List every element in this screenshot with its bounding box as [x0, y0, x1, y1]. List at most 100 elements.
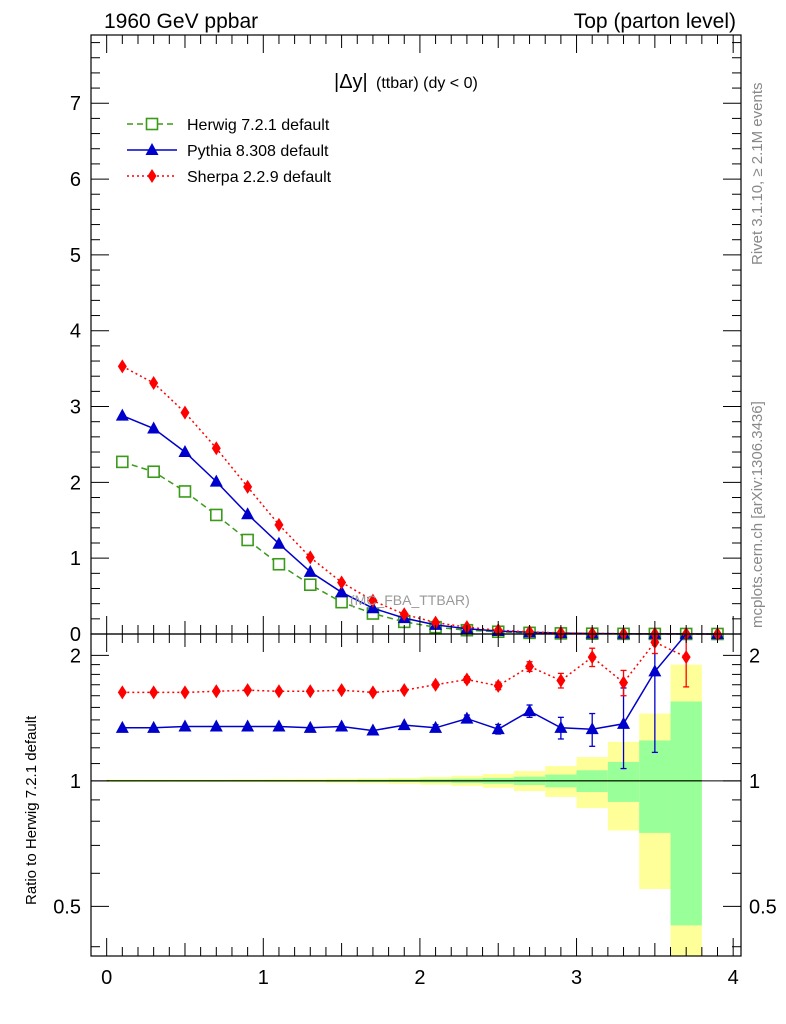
- pythia-point: [115, 408, 129, 421]
- ratio-y-tick-label-right: 1: [749, 771, 760, 793]
- sherpa-ratio-point: [243, 683, 253, 698]
- sherpa-point: [431, 615, 441, 630]
- pythia-ratio-point: [178, 719, 192, 732]
- plot-title-sub: (ttbar) (dy < 0): [376, 75, 478, 92]
- main-axes: 0 1 2 3 4 5 6 7: [70, 35, 741, 646]
- sherpa-ratio-point: [117, 685, 127, 700]
- pythia-ratio-point: [491, 722, 505, 735]
- herwig-point: [116, 455, 129, 469]
- pythia-ratio-point: [115, 720, 129, 733]
- pythia-point: [335, 585, 349, 598]
- y-tick-label: 0: [70, 624, 81, 646]
- pythia-ratio-point: [209, 719, 223, 732]
- pythia-ratio-point: [429, 720, 443, 733]
- pythia-point: [147, 421, 161, 434]
- pythia-point: [303, 564, 317, 577]
- sherpa-ratio-point: [274, 684, 284, 699]
- sherpa-ratio-point: [587, 650, 597, 665]
- sherpa-ratio-point: [525, 659, 535, 674]
- pythia-ratio-point: [147, 720, 161, 733]
- sherpa-ratio-point: [368, 685, 378, 700]
- ratio-axes: 0.5 0.5 1 1 2 2 0 1 2 3 4: [53, 634, 777, 989]
- pythia-point: [178, 445, 192, 458]
- ratio-y-tick-label-right: 0.5: [749, 896, 777, 918]
- sherpa-ratio-point: [619, 675, 629, 690]
- y-tick-label: 2: [70, 472, 81, 494]
- pythia-ratio-point: [648, 664, 662, 677]
- y-tick-label: 4: [70, 321, 81, 343]
- x-tick-label: 4: [728, 967, 739, 989]
- pythia-ratio-point: [397, 718, 411, 731]
- sherpa-ratio-point: [462, 672, 472, 687]
- legend: Herwig 7.2.1 default Pythia 8.308 default…: [127, 117, 332, 186]
- pythia-ratio-point: [554, 720, 568, 733]
- herwig-point: [210, 508, 223, 522]
- pythia-ratio-point: [303, 720, 317, 733]
- x-tick-label: 3: [571, 967, 582, 989]
- herwig-line: [122, 461, 718, 635]
- sherpa-point: [243, 479, 253, 494]
- sherpa-point: [180, 405, 190, 420]
- pythia-ratio-point: [523, 704, 537, 717]
- x-tick-label: 2: [414, 967, 425, 989]
- pythia-ratio-point: [335, 719, 349, 732]
- pythia-ratio-point: [617, 716, 631, 729]
- pythia-ratio-point: [366, 723, 380, 736]
- x-tick-label: 0: [101, 967, 112, 989]
- sherpa-ratio-point: [431, 677, 441, 692]
- legend-marker-sherpa: [147, 169, 157, 183]
- sherpa-point: [149, 376, 159, 391]
- herwig-point: [147, 465, 160, 479]
- legend-marker-herwig: [145, 117, 159, 131]
- sherpa-point: [211, 441, 221, 456]
- ratio-y-tick-label: 1: [70, 771, 81, 793]
- ratio-y-tick-label: 2: [70, 645, 81, 667]
- sherpa-point: [368, 593, 378, 608]
- mcplots-label: mcplots.cern.ch [arXiv:1306.3436]: [749, 401, 766, 628]
- herwig-point: [303, 578, 317, 592]
- sherpa-point: [274, 517, 284, 532]
- sherpa-ratio-point: [337, 683, 347, 698]
- y-tick-label: 5: [70, 245, 81, 267]
- pythia-ratio-point: [585, 722, 599, 735]
- sherpa-ratio-point: [556, 673, 566, 688]
- pythia-ratio-line: [122, 633, 687, 732]
- pythia-point: [272, 536, 286, 549]
- y-tick-label: 1: [70, 548, 81, 570]
- plot-title-main: |Δy|: [334, 71, 368, 93]
- herwig-point: [241, 533, 254, 547]
- pythia-point: [241, 507, 255, 520]
- header-energy: 1960 GeV ppbar: [104, 10, 258, 33]
- legend-label-pythia: Pythia 8.308 default: [187, 143, 329, 160]
- main-panel: 0 1 2 3 4 5 6 7 |Δy| (ttbar) (dy < 0) (MC_FBA_T…: [70, 34, 742, 646]
- sherpa-ratio-point: [681, 650, 691, 665]
- ratio-y-tick-label-right: 2: [749, 645, 760, 667]
- x-tick-label: 1: [258, 967, 269, 989]
- sherpa-ratio-point: [305, 684, 315, 699]
- pythia-ratio-point: [460, 711, 474, 724]
- legend-label-sherpa: Sherpa 2.2.9 default: [187, 169, 332, 186]
- sherpa-ratio-point: [399, 683, 409, 698]
- sherpa-ratio-point: [493, 678, 503, 693]
- band-inner: [639, 740, 671, 833]
- ratio-marks: [115, 633, 691, 770]
- ratio-ylabel: Ratio to Herwig 7.2.1 default: [23, 715, 40, 905]
- legend-label-herwig: Herwig 7.2.1 default: [187, 117, 330, 134]
- sherpa-ratio-point: [149, 685, 159, 700]
- ratio-bands: [91, 664, 741, 956]
- herwig-point: [272, 557, 286, 571]
- rivet-label: Rivet 3.1.10, ≥ 2.1M events: [749, 83, 766, 266]
- ratio-y-tick-label: 0.5: [53, 896, 81, 918]
- band-inner: [670, 701, 702, 926]
- sherpa-point: [337, 575, 347, 590]
- ratio-frame: [90, 633, 742, 957]
- y-tick-label: 7: [70, 93, 81, 115]
- sherpa-ratio-point: [180, 685, 190, 700]
- herwig-point: [178, 485, 192, 498]
- sherpa-point: [399, 607, 409, 622]
- y-tick-label: 3: [70, 397, 81, 419]
- header-process: Top (parton level): [574, 10, 736, 33]
- ratio-panel: 0.5 0.5 1 1 2 2 0 1 2 3 4: [53, 633, 777, 989]
- pythia-ratio-point: [241, 719, 255, 732]
- sherpa-point: [117, 359, 127, 374]
